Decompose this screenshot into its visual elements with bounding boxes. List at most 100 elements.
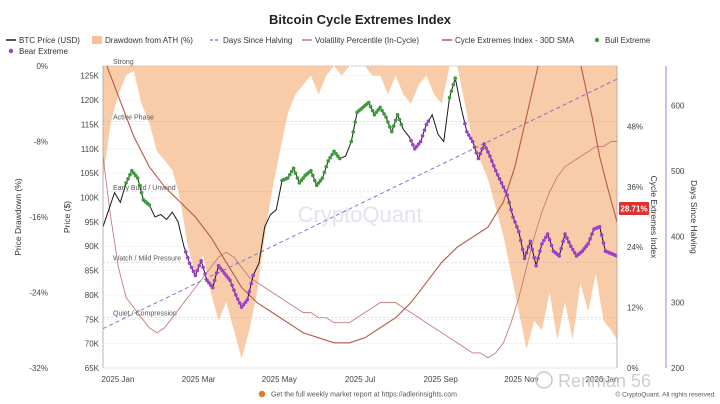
bear-extreme-marker — [532, 255, 537, 260]
bull-extreme-marker — [449, 89, 454, 93]
bear-extreme-marker — [235, 297, 240, 301]
zone-label: Watch / Mild Pressure — [113, 255, 181, 262]
bull-extreme-marker — [289, 169, 294, 174]
price-tick: 65K — [85, 364, 100, 373]
drawdown-tick: -8% — [34, 138, 48, 147]
bear-extreme-marker — [224, 273, 229, 278]
cei-line — [106, 66, 617, 344]
bear-extreme-marker — [189, 265, 194, 270]
bear-extreme-marker — [241, 302, 246, 307]
legend-label: Drawdown from ATH (%) — [105, 36, 193, 45]
bull-extreme-marker — [322, 170, 327, 175]
legend-label: Bull Extreme — [605, 36, 651, 45]
bear-extreme-marker — [480, 147, 485, 151]
bull-extreme-marker — [324, 164, 329, 169]
bear-extreme-marker — [515, 224, 519, 229]
bear-extreme-marker — [543, 235, 548, 240]
legend-label: Days Since Halving — [223, 36, 292, 45]
bear-extreme-marker — [222, 271, 227, 275]
bear-extreme-marker — [470, 139, 475, 144]
price-axis: 125K 120K 115K 110K 105K 100K 95K 90K 85K 80K 75K 7… — [80, 66, 104, 373]
badge-background — [619, 202, 649, 215]
bull-extreme-marker — [447, 95, 452, 100]
bull-extreme-marker — [132, 171, 136, 175]
bear-extreme-marker — [520, 247, 525, 252]
overlay-logo-icon — [535, 371, 553, 389]
bear-extreme-marker — [528, 239, 533, 244]
bull-extreme-marker — [389, 129, 394, 134]
bull-extreme-marker — [391, 124, 396, 128]
price-tick: 75K — [85, 315, 100, 324]
plot-area: Strong Active Phase Early Build / Unwind Wa… — [102, 59, 618, 369]
bear-extreme-marker — [490, 159, 494, 163]
bear-extreme-marker — [245, 298, 250, 302]
bull-extreme-marker — [287, 172, 292, 177]
zone-label: Quiet / Compression — [113, 311, 177, 318]
bear-extreme-marker — [234, 293, 238, 297]
bear-extreme-marker — [482, 142, 486, 146]
bear-extreme-marker — [197, 263, 202, 268]
days-since-halving-series — [103, 78, 617, 330]
bull-extreme-marker — [351, 129, 356, 134]
index-tick: 12% — [627, 304, 643, 313]
bear-extreme-marker — [187, 261, 192, 266]
bull-extreme-marker — [326, 159, 331, 163]
bear-extreme-marker — [526, 245, 531, 249]
bear-extreme-marker — [501, 185, 506, 189]
bear-extreme-marker — [195, 268, 200, 273]
bear-extreme-marker — [212, 278, 217, 283]
price-tick: 105K — [80, 169, 99, 178]
bear-extreme-marker — [491, 164, 496, 168]
bull-extreme-marker — [366, 100, 371, 105]
bull-extreme-marker — [135, 176, 140, 180]
bear-extreme-marker — [547, 237, 552, 242]
bear-extreme-marker — [472, 145, 477, 149]
bull-extreme-marker — [451, 82, 456, 87]
bear-extreme-marker — [411, 142, 415, 147]
bull-extreme-marker — [330, 152, 334, 157]
bull-extreme-marker — [388, 125, 392, 129]
bear-extreme-marker — [468, 136, 473, 141]
bull-extreme-marker — [386, 120, 390, 124]
bull-extreme-marker — [372, 112, 377, 117]
bull-extreme-marker — [376, 108, 381, 112]
bear-extreme-marker — [203, 272, 207, 276]
legend-swatch — [8, 48, 14, 54]
bear-extreme-marker — [507, 200, 511, 205]
bear-extreme-marker — [232, 288, 236, 292]
bear-extreme-marker — [209, 283, 213, 287]
bear-extreme-marker — [499, 181, 504, 185]
bear-extreme-marker — [503, 189, 508, 193]
bull-extreme-marker — [380, 108, 384, 113]
index-tick: 36% — [627, 183, 643, 192]
footer-text: Get the full weekly market report at htt… — [271, 392, 457, 399]
price-tick: 85K — [85, 267, 100, 276]
bear-extreme-marker — [216, 263, 221, 268]
price-axis-label: Price ($) — [62, 201, 72, 233]
bull-extreme-marker — [126, 177, 130, 181]
bear-extreme-marker — [536, 256, 540, 261]
drawdown-axis: 0% -8% -16% -24% -32% — [29, 62, 48, 373]
bear-extreme-marker — [505, 193, 510, 197]
bull-extreme-marker — [453, 76, 458, 80]
bear-extreme-marker — [474, 151, 479, 155]
bear-extreme-marker — [191, 269, 196, 274]
bull-extreme-marker — [309, 168, 313, 173]
bear-extreme-marker — [567, 240, 571, 244]
credit-text: © CryptoQuant. All rights reserved. — [615, 391, 716, 399]
bear-extreme-marker — [185, 255, 190, 260]
bear-extreme-marker — [518, 238, 523, 243]
bear-extreme-marker — [615, 254, 617, 258]
bear-extreme-marker — [422, 128, 427, 132]
bear-extreme-marker — [463, 121, 467, 126]
cycle-extremes-index-series — [106, 66, 617, 344]
price-tick: 115K — [81, 120, 100, 129]
x-tick: 2025 Mar — [182, 375, 216, 384]
bear-extreme-marker — [478, 151, 483, 156]
legend-label: Volatility Percentile (In-Cycle) — [315, 36, 419, 45]
bear-extreme-marker — [497, 177, 502, 181]
bear-extreme-marker — [588, 237, 592, 241]
bear-extreme-marker — [416, 142, 421, 146]
bull-extreme-marker — [370, 108, 375, 113]
bull-extreme-marker — [320, 176, 325, 180]
